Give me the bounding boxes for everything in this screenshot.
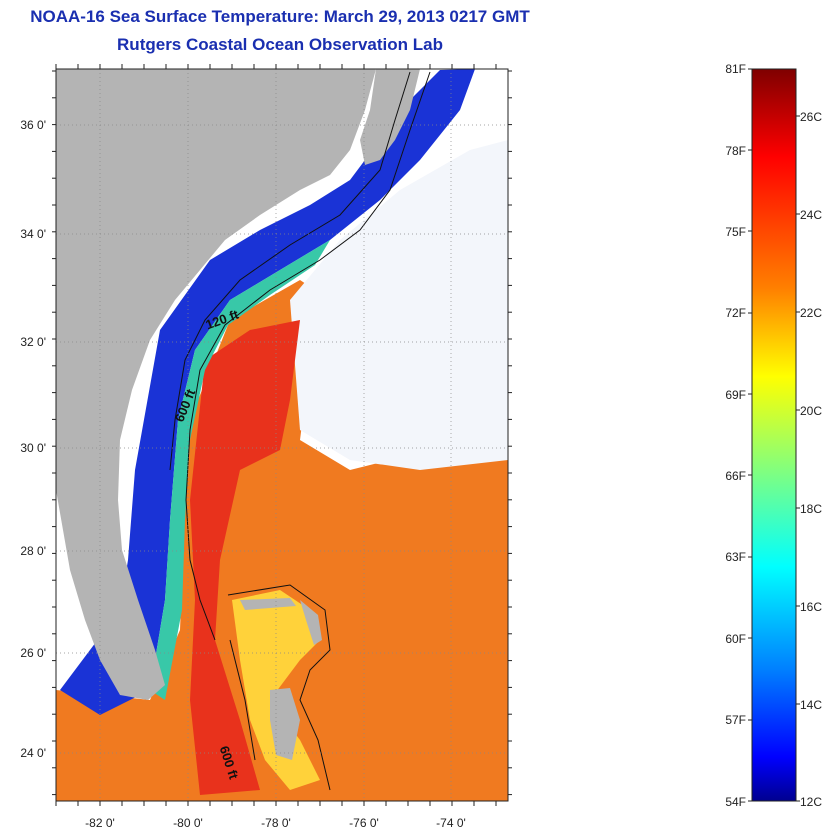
colorbar-f-label: 75F [725,225,746,239]
lon-label: -80 0' [173,816,203,830]
colorbar-c-label: 22C [800,306,823,320]
lon-label: -74 0' [436,816,466,830]
graticule [56,69,508,801]
colorbar-c-label: 26C [800,110,823,124]
land-outer-banks [360,69,420,165]
lat-label: 32 0' [20,335,46,349]
cold-shelf-band [60,69,475,715]
map-title: NOAA-16 Sea Surface Temperature: March 2… [30,7,530,26]
map-content [56,69,508,801]
colorbar-f-label: 69F [725,388,746,402]
colorbar-c-label: 18C [800,502,823,516]
contour-600ft [185,71,431,641]
lon-label: -76 0' [349,816,379,830]
lat-label: 36 0' [20,118,46,132]
cloud-speckle-region [290,140,508,470]
colorbar-f-label: 72F [725,306,746,320]
colorbar-f-label: 60F [725,632,746,646]
colorbar-c-label: 12C [800,795,823,809]
colorbar-f-label: 54F [725,795,746,809]
colorbar-f-label: 81F [725,62,746,76]
shelf-transition-band [150,240,330,700]
lat-label: 28 0' [20,544,46,558]
land-grand-bahama [240,598,296,610]
lat-label: 34 0' [20,227,46,241]
lat-label: 26 0' [20,646,46,660]
colorbar-c-label: 20C [800,404,823,418]
colorbar [751,68,797,802]
contour-120ft [169,71,411,471]
colorbar-f-label: 57F [725,713,746,727]
lon-label: -78 0' [261,816,291,830]
lon-label: -82 0' [85,816,115,830]
land-southeast-us [56,69,376,700]
contour-bahamas [227,584,331,791]
colorbar-c-label: 24C [800,208,823,222]
colorbar-f-label: 66F [725,469,746,483]
map-frame [55,68,509,802]
colorbar-c-label: 14C [800,698,823,712]
lat-label: 24 0' [20,746,46,760]
colorbar-f-label: 78F [725,144,746,158]
map-subtitle: Rutgers Coastal Ocean Observation Lab [117,35,443,54]
axis-ticks [52,64,512,806]
colorbar-f-label: 63F [725,550,746,564]
lat-label: 30 0' [20,441,46,455]
colorbar-ticks [748,68,800,802]
land-abaco [300,600,322,645]
gulf-stream-core [190,320,300,795]
land-andros [270,688,300,760]
colorbar-c-label: 16C [800,600,823,614]
